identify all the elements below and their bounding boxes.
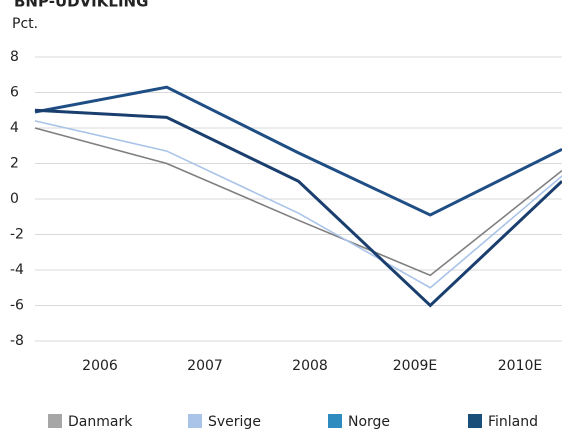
x-tick-label: 2007 (187, 358, 223, 374)
y-tick-label: -2 (10, 227, 24, 243)
y-tick-label: 8 (10, 49, 19, 65)
series-line (34, 120, 562, 289)
series-line (34, 85, 562, 217)
y-tick-label: -6 (10, 298, 24, 314)
y-tick-label: 2 (10, 156, 19, 172)
x-tick-label: 2008 (292, 358, 328, 374)
series-line (34, 127, 562, 277)
y-tick-label: 0 (10, 191, 19, 207)
y-tick-label: -4 (10, 262, 24, 278)
y-axis-label: Pct. (12, 16, 38, 32)
y-tick-label: 6 (10, 85, 19, 101)
y-tick-label: -8 (10, 333, 24, 349)
legend-swatch (48, 414, 62, 428)
legend-label: Finland (488, 414, 538, 430)
x-tick-label: 2010E (498, 358, 542, 374)
x-tick-label: 2009E (393, 358, 437, 374)
legend-swatch (188, 414, 202, 428)
legend-label: Norge (348, 414, 390, 430)
legend-label: Danmark (68, 414, 133, 430)
legend-swatch (328, 414, 342, 428)
chart-title: BNP-UDVIKLING (14, 0, 148, 11)
y-tick-label: 4 (10, 120, 19, 136)
series-line (34, 108, 562, 308)
legend-swatch (468, 414, 482, 428)
x-tick-label: 2006 (82, 358, 118, 374)
legend-label: Sverige (208, 414, 261, 430)
